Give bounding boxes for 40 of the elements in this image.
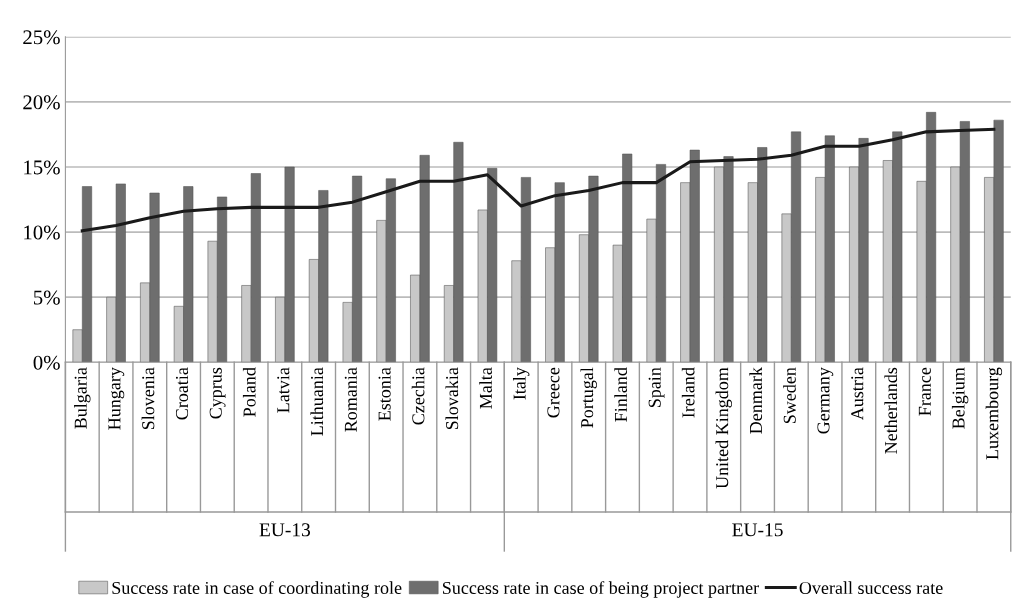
x-tick-label: United Kingdom bbox=[715, 367, 732, 489]
x-tick-label: Bulgaria bbox=[74, 367, 91, 429]
legend-label: Success rate in case of coordinating role bbox=[112, 581, 402, 598]
x-tick-label: Sweden bbox=[783, 367, 796, 424]
x-tick-label: Finland bbox=[614, 367, 628, 422]
x-tick-label: Cyprus bbox=[209, 367, 226, 419]
x-tick-label: Germany bbox=[817, 367, 834, 434]
x-tick-label: Denmark bbox=[749, 367, 763, 434]
legend-label: Overall success rate bbox=[799, 581, 943, 595]
x-tick-label: Netherlands bbox=[884, 367, 898, 454]
x-tick-label: Croatia bbox=[175, 367, 189, 420]
y-tick-label: 10% bbox=[24, 225, 60, 240]
line-series bbox=[80, 127, 996, 233]
x-tick-label: Greece bbox=[547, 367, 560, 418]
text: EU-13 bbox=[259, 523, 311, 537]
x-tick-label: Belgium bbox=[951, 367, 969, 429]
y-tick-label: 0% bbox=[33, 355, 60, 370]
x-tick-label: Austria bbox=[851, 367, 864, 421]
x-tick-label: Slovakia bbox=[445, 367, 459, 430]
x-tick-label: Portugal bbox=[580, 367, 597, 428]
x-tick-label: Romania bbox=[344, 367, 357, 432]
x-tick-label: Estonia bbox=[378, 367, 391, 421]
y-tick-label: 20% bbox=[23, 95, 60, 110]
x-tick-label: Italy bbox=[512, 367, 530, 400]
x-tick-label: Slovenia bbox=[141, 367, 155, 430]
x-tick-label: Spain bbox=[648, 367, 665, 408]
x-tick-label: Czechia bbox=[411, 367, 425, 425]
y-tick-label: 15% bbox=[24, 160, 60, 175]
x-tick-label: Malta bbox=[479, 367, 492, 409]
x-tick-label: France bbox=[918, 367, 931, 416]
x-tick-label: Lithuania bbox=[310, 367, 324, 436]
x-tick-label: Poland bbox=[242, 367, 256, 417]
y-tick-label: 25% bbox=[23, 30, 60, 45]
x-tick-label: Latvia bbox=[277, 367, 290, 413]
legend-label: Success rate in case of being project partner bbox=[442, 581, 759, 598]
x-tick-label: Ireland bbox=[681, 367, 695, 418]
y-tick-label: 5% bbox=[33, 290, 60, 305]
x-tick-label: Luxembourg bbox=[985, 367, 1003, 460]
text: EU-15 bbox=[732, 523, 783, 537]
x-tick-label: Hungary bbox=[108, 367, 125, 430]
